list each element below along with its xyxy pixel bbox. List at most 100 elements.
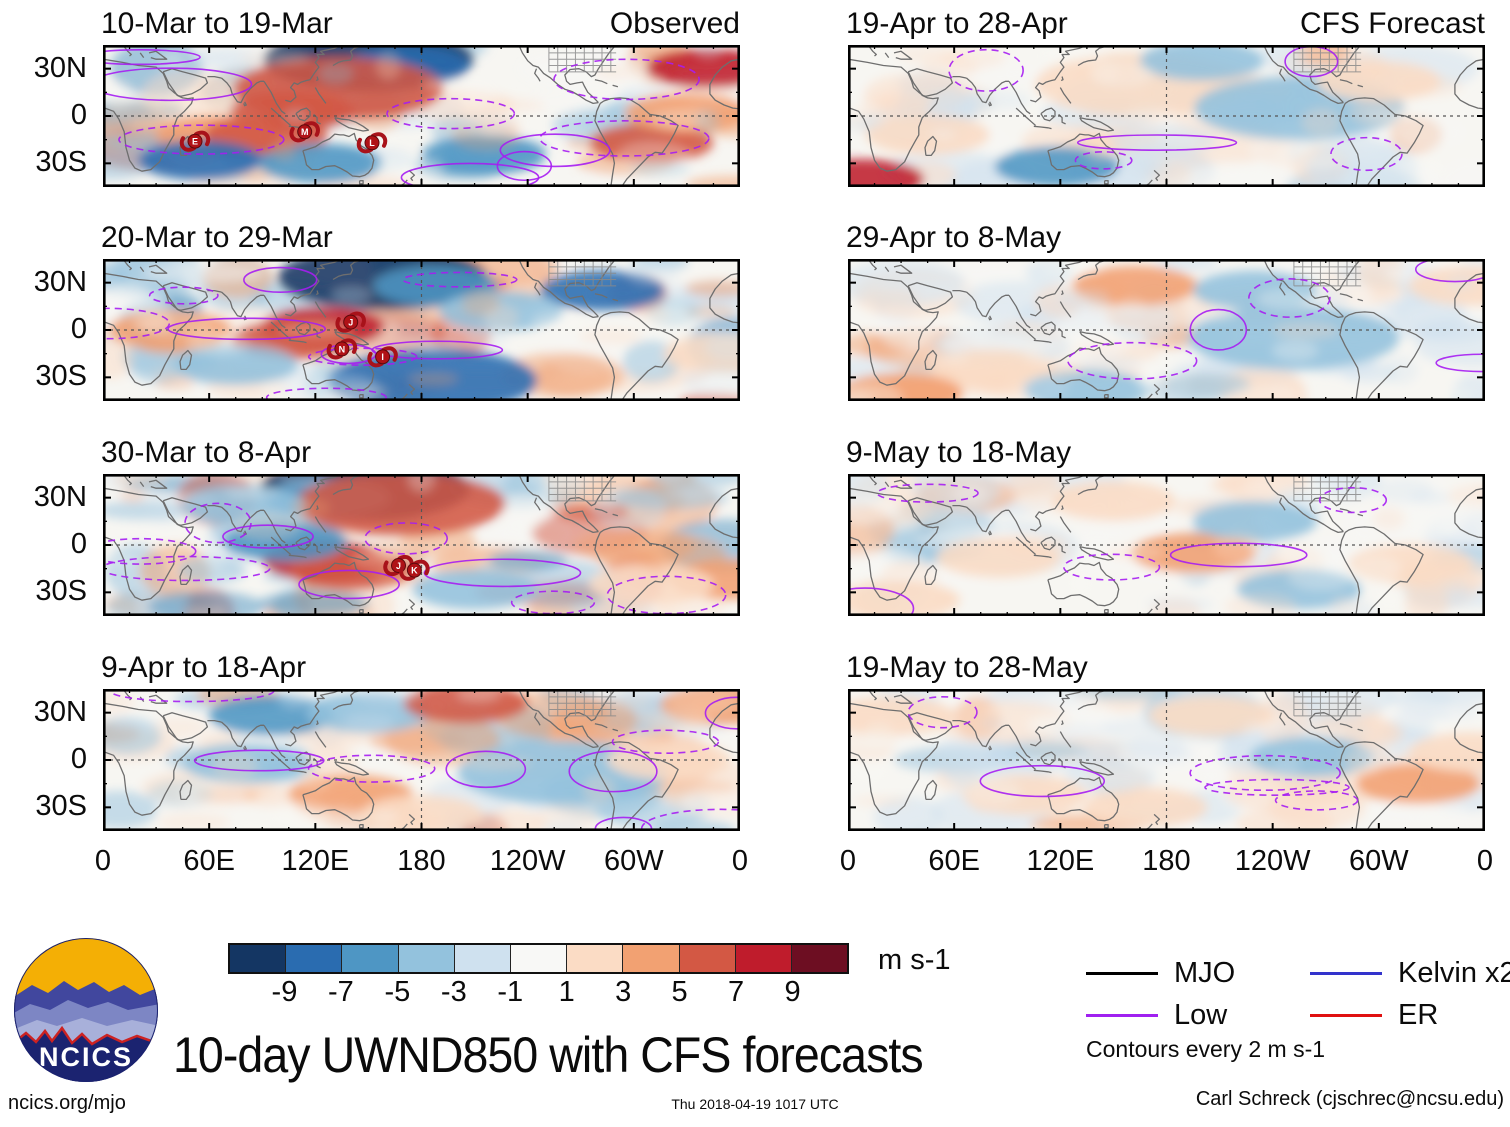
mjo-line-sample (1086, 971, 1158, 975)
y-tick-label: 30N (33, 51, 87, 84)
colorbar-units-label: m s-1 (878, 944, 951, 976)
colorbar-cell (230, 945, 287, 972)
colorbar-cell (286, 945, 343, 972)
colorbar-tick-label: 3 (615, 976, 632, 1008)
legend-label: ER (1398, 998, 1439, 1031)
panel-title: 10-Mar to 19-Mar (101, 7, 333, 40)
x-tick-label: 0 (731, 845, 749, 877)
map-panel-forecast-3: 9-May to 18-May (846, 436, 1485, 616)
panel-title: 19-Apr to 28-Apr (846, 7, 1068, 40)
panel-title: 19-May to 28-May (846, 651, 1088, 684)
y-tick-label: 0 (70, 527, 87, 560)
x-tick-label: 120W (1234, 845, 1311, 877)
colorbar-tick-label: 1 (558, 976, 575, 1008)
logo-text: NCICS (39, 1042, 133, 1072)
colorbar-cell (342, 945, 399, 972)
y-tick-label: 30S (35, 575, 87, 608)
column-label-observed: Observed (609, 7, 740, 40)
x-tick-label: 120E (1026, 845, 1095, 877)
panel-title: 9-May to 18-May (846, 436, 1072, 469)
footer-credit: Carl Schreck (cjschrec@ncsu.edu) (1195, 1088, 1504, 1110)
map-panel-observed-1: 10-Mar to 19-Mar Observed E M L 30N 0 30S (34, 7, 740, 187)
legend-item-kelvin: Kelvin x2 (1310, 952, 1510, 994)
map-canvas (848, 259, 1485, 401)
footer-url: ncics.org/mjo (8, 1092, 126, 1114)
svg-text:K: K (411, 566, 418, 576)
colorbar-cell (398, 945, 455, 972)
x-tick-label: 60E (928, 845, 980, 877)
x-axis-labels-right: 0 60E 120E 180 120W 60W 0 (840, 845, 1493, 885)
cyclone-icon: N (326, 338, 358, 360)
legend-note: Contours every 2 m s-1 (1086, 1036, 1326, 1062)
panel-title: 29-Apr to 8-May (846, 221, 1062, 254)
map-canvas (848, 45, 1485, 187)
map-canvas (103, 689, 740, 831)
colorbar-cell (567, 945, 624, 972)
x-tick-label: 0 (1476, 845, 1494, 877)
x-tick-label: 180 (397, 845, 446, 877)
panel-title: 30-Mar to 8-Apr (101, 436, 312, 469)
logo-ridge-line (14, 1025, 158, 1046)
y-tick-label: 30N (33, 695, 87, 728)
low-line-sample (1086, 1013, 1158, 1017)
y-tick-label: 30S (35, 146, 87, 179)
colorbar-tick-label: 9 (784, 976, 801, 1008)
footer-timestamp: Thu 2018-04-19 1017 UTC (671, 1096, 839, 1112)
svg-text:N: N (339, 344, 346, 354)
kelvin-line-sample (1310, 971, 1382, 975)
x-axis-labels-left: 0 60E 120E 180 120W 60W 0 (95, 845, 748, 885)
x-tick-label: 180 (1142, 845, 1191, 877)
map-panel-forecast-4: 19-May to 28-May (846, 651, 1485, 831)
svg-text:E: E (192, 137, 198, 147)
map-canvas: J N I (103, 259, 740, 401)
legend-label: MJO (1174, 956, 1236, 989)
y-tick-label: 30N (33, 480, 87, 513)
legend-item-low: Low (1086, 994, 1386, 1036)
svg-text:I: I (381, 352, 384, 362)
y-tick-label: 30S (35, 360, 87, 393)
map-panel-observed-2: 20-Mar to 29-Mar J N I 30N 0 30S (34, 221, 740, 401)
y-tick-label: 30N (33, 265, 87, 298)
colorbar-cell (510, 945, 568, 972)
cyclone-icon: I (367, 346, 398, 368)
colorbar-cell (454, 945, 511, 972)
colorbar-tick-label: -5 (384, 976, 411, 1008)
legend-label: Low (1174, 998, 1228, 1031)
y-tick-label: 30S (35, 790, 87, 823)
legend-label: Kelvin x2 (1398, 956, 1510, 989)
legend-column-1: MJO Low (1086, 952, 1386, 1036)
column-label-forecast: CFS Forecast (1299, 7, 1485, 40)
legend-item-mjo: MJO (1086, 952, 1386, 994)
colorbar-cell (791, 945, 848, 972)
er-line-sample (1310, 1013, 1382, 1017)
svg-text:J: J (348, 318, 353, 328)
cyclone-icon: K (399, 559, 430, 581)
colorbar-tick-label: -9 (271, 976, 298, 1008)
colorbar-cell (735, 945, 792, 972)
hatch-region (1293, 259, 1362, 287)
panel-title: 9-Apr to 18-Apr (101, 651, 307, 684)
x-tick-label: 0 (839, 845, 857, 877)
colorbar (228, 943, 849, 974)
x-tick-label: 120W (489, 845, 566, 877)
svg-text:J: J (396, 561, 401, 571)
cyclone-icon: L (356, 132, 388, 154)
x-tick-label: 60W (604, 845, 664, 877)
map-panel-forecast-2: 29-Apr to 8-May (846, 221, 1485, 401)
colorbar-tick-label: -7 (328, 976, 354, 1008)
colorbar-tick-label: -1 (497, 976, 524, 1008)
hatch-region (548, 259, 617, 287)
legend-item-er: ER (1310, 994, 1510, 1036)
colorbar-cell (623, 945, 680, 972)
map-canvas (848, 474, 1485, 616)
x-tick-label: 60E (183, 845, 235, 877)
map-panel-forecast-1: 19-Apr to 28-Apr CFS Forecast (846, 7, 1485, 187)
panel-title: 20-Mar to 29-Mar (101, 221, 333, 254)
figure-title: 10-day UWND850 with CFS forecasts (173, 1027, 924, 1083)
colorbar-cell (679, 945, 736, 972)
x-tick-label: 0 (94, 845, 112, 877)
cyclone-icon: E (179, 130, 211, 152)
